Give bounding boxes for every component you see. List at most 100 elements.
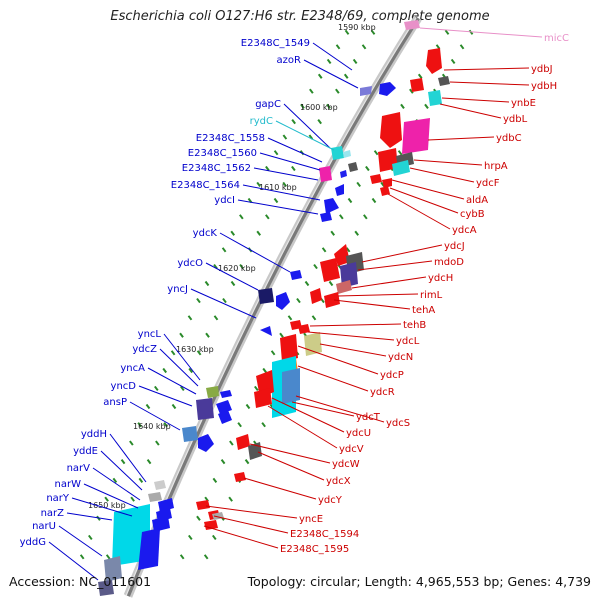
gene-label-mdod[interactable]: mdoD: [434, 257, 464, 268]
gene-label-yddh[interactable]: yddH: [81, 429, 107, 440]
leader-line: [147, 367, 197, 395]
gene-yncl: [206, 386, 219, 398]
leader-line: [58, 525, 103, 557]
tick-mark: [291, 165, 296, 172]
gene-label-rydc[interactable]: rydC: [250, 116, 273, 127]
gene-label-ydbl[interactable]: ydbL: [503, 114, 528, 125]
leader-line: [205, 505, 298, 519]
gene-label-ydcy[interactable]: ydcY: [318, 495, 343, 506]
gene-label-ydct[interactable]: ydcT: [356, 412, 381, 423]
gene-label-yncd[interactable]: yncD: [111, 381, 137, 392]
tick-mark: [444, 29, 450, 35]
leader-line: [337, 293, 419, 297]
gene-label-yncl[interactable]: yncL: [138, 329, 162, 340]
gene-label-azor[interactable]: azoR: [277, 55, 301, 66]
gene-alda: [370, 174, 382, 184]
gene-label-ydcj[interactable]: ydcJ: [444, 241, 465, 252]
gene-label-e2348c-1594[interactable]: E2348C_1594: [290, 529, 359, 540]
gene-label-e2348c-1562[interactable]: E2348C_1562: [182, 163, 251, 174]
gene-label-ydcw[interactable]: ydcW: [332, 459, 360, 470]
gene-label-ydcr[interactable]: ydcR: [370, 387, 395, 398]
gene-label-naru[interactable]: narU: [32, 521, 56, 532]
gene-label-ydcs[interactable]: ydcS: [386, 418, 410, 429]
gene-label-ydcl[interactable]: ydcL: [396, 336, 420, 347]
gene-label-ydck[interactable]: ydcK: [193, 228, 218, 239]
gene-label-ydcz[interactable]: ydcZ: [132, 344, 157, 355]
gene-label-e2348c-1560[interactable]: E2348C_1560: [188, 148, 257, 159]
gene-label-ydbh[interactable]: ydbH: [531, 81, 557, 92]
gene-label-yncj[interactable]: yncJ: [167, 284, 188, 295]
gene-label-ydcu[interactable]: ydcU: [346, 428, 371, 439]
tick-mark: [130, 496, 135, 502]
gene-label-ynbe[interactable]: ynbE: [511, 98, 536, 109]
gene-label-narz[interactable]: narZ: [41, 508, 65, 519]
gene-label-hrpa[interactable]: hrpA: [484, 161, 508, 172]
tick-mark: [339, 214, 344, 220]
gene-label-ydcn[interactable]: ydcN: [388, 352, 413, 363]
tick-mark: [335, 88, 340, 94]
gene-yncj: [260, 326, 272, 336]
tick-mark: [459, 44, 465, 50]
tick-mark: [304, 280, 310, 287]
tick-mark: [129, 440, 134, 446]
tick-mark: [237, 422, 242, 428]
gene-label-ydca[interactable]: ydcA: [452, 225, 477, 236]
gene-azor: [379, 82, 396, 96]
leader-line: [259, 152, 321, 171]
gene-label-ansp[interactable]: ansP: [103, 397, 127, 408]
leader-line: [309, 323, 402, 327]
tick-mark: [352, 58, 358, 65]
leader-line: [83, 483, 139, 509]
gene-label-ydbc[interactable]: ydbC: [496, 133, 522, 144]
tick-mark: [105, 554, 111, 560]
leader-line: [361, 244, 443, 263]
right-gene-labels: micC ydbJ ydbH ynbE ydbL ydbC hrpA ydcF aldA cybB…: [280, 33, 569, 555]
gene-naru: [104, 556, 122, 582]
tick-mark: [254, 385, 259, 392]
gene-label-ydch[interactable]: ydcH: [428, 273, 453, 284]
gene-label-ydco[interactable]: ydcO: [177, 258, 203, 269]
gene-yddh: [154, 480, 166, 490]
tick-mark: [370, 29, 376, 35]
gene-label-nary[interactable]: narY: [46, 493, 70, 504]
gene-label-ynca[interactable]: yncA: [120, 363, 145, 374]
tick-mark: [88, 534, 93, 541]
gene-label-ynce[interactable]: yncE: [299, 514, 323, 525]
gene-label-ydci[interactable]: ydcI: [214, 195, 235, 206]
gene-label-alda[interactable]: aldA: [466, 195, 488, 206]
gene-ydcv: [236, 434, 250, 450]
gene-label-e2348c-1549[interactable]: E2348C_1549: [241, 38, 310, 49]
gene-label-yddg[interactable]: yddG: [20, 537, 46, 548]
gene-label-e2348c-1564[interactable]: E2348C_1564: [171, 180, 240, 191]
gene-label-narv[interactable]: narV: [67, 463, 91, 474]
gene-label-ydcx[interactable]: ydcX: [326, 476, 351, 487]
left-gene-labels: E2348C_1549 azoR gapC rydC E2348C_1558 E2348C…: [20, 38, 310, 548]
leader-line: [275, 120, 335, 151]
gene-label-gapc[interactable]: gapC: [255, 99, 281, 110]
leader-line: [357, 260, 433, 271]
tick-mark: [273, 197, 279, 204]
tick-mark: [229, 440, 234, 446]
gene-label-ydbj[interactable]: ydbJ: [531, 64, 553, 75]
gene-label-narw[interactable]: narW: [55, 479, 82, 490]
gene-label-teha[interactable]: tehA: [412, 305, 435, 316]
gene-label-cybb[interactable]: cybB: [460, 209, 485, 220]
tick-mark: [373, 150, 379, 156]
gene-label-e2348c-1558[interactable]: E2348C_1558: [196, 133, 265, 144]
gene-label-ydcf[interactable]: ydcF: [476, 178, 500, 189]
leader-line: [449, 81, 530, 86]
tick-mark: [262, 367, 267, 374]
gene-label-tehb[interactable]: tehB: [403, 320, 426, 331]
tick-mark: [317, 73, 323, 79]
gene-label-ydcv[interactable]: ydcV: [339, 444, 364, 455]
gene-label-ydde[interactable]: yddE: [73, 446, 98, 457]
leader-line: [391, 179, 465, 200]
map-title: Escherichia coli O127:H6 str. E2348/69, …: [110, 9, 490, 24]
leader-line: [243, 477, 317, 500]
gene-label-e2348c-1595[interactable]: E2348C_1595: [280, 544, 349, 555]
leader-line: [71, 497, 133, 517]
gene-label-micc[interactable]: micC: [544, 33, 569, 44]
gene-label-riml[interactable]: rimL: [420, 290, 443, 301]
gene-label-ydcp[interactable]: ydcP: [380, 370, 404, 381]
tick-mark: [296, 297, 301, 304]
